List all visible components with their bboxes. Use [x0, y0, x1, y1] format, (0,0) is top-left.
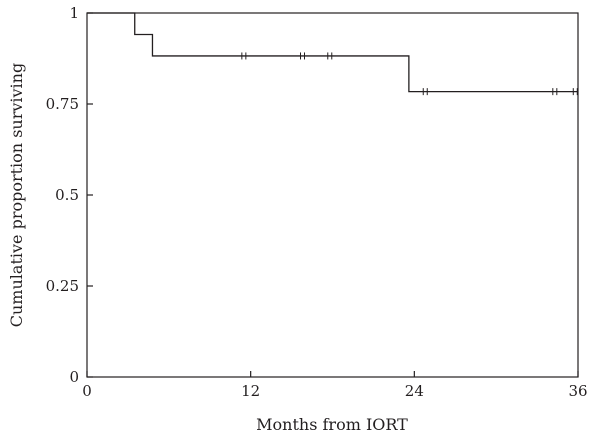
x-axis-tick-labels: 0 12 24 36 [82, 382, 587, 400]
survival-curve [87, 12, 578, 93]
y-tick-label: 0.75 [46, 95, 79, 113]
censor-mark [327, 52, 333, 60]
y-axis-tick-labels: 0 0.25 0.5 0.75 1 [46, 4, 79, 386]
y-axis-label: Cumulative proportion surviving [7, 63, 26, 327]
x-tick-label: 12 [241, 382, 260, 400]
censor-mark [299, 52, 305, 60]
x-tick-label: 24 [405, 382, 424, 400]
x-axis-label: Months from IORT [256, 415, 408, 434]
censor-mark [422, 88, 428, 96]
tick-marks [86, 12, 579, 378]
y-tick-label: 1 [69, 4, 79, 22]
censor-mark [572, 88, 578, 96]
plot-frame [86, 12, 579, 378]
y-tick-label: 0.25 [46, 277, 79, 295]
censor-mark [552, 88, 558, 96]
censor-mark [241, 52, 247, 60]
x-tick-label: 0 [82, 382, 92, 400]
y-tick-label: 0 [69, 368, 79, 386]
x-tick-label: 36 [568, 382, 587, 400]
y-tick-label: 0.5 [55, 186, 79, 204]
censor-marks [241, 52, 578, 96]
